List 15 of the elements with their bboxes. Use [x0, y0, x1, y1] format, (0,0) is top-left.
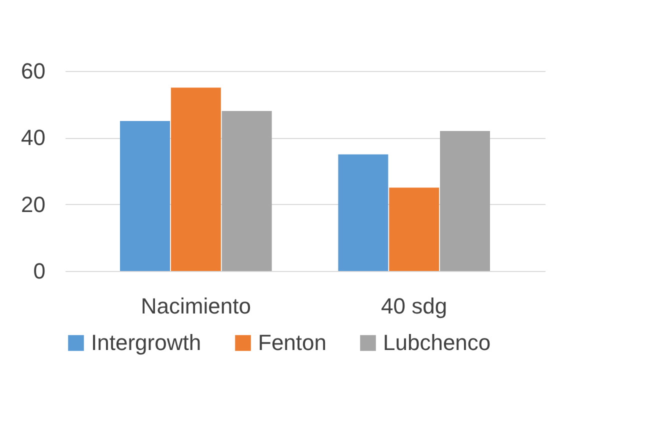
bar	[338, 154, 388, 271]
x-tick-label: Nacimiento	[140, 294, 251, 318]
bar	[170, 88, 221, 271]
y-tick-label: 20	[21, 192, 46, 217]
bar	[120, 121, 170, 271]
y-tick-label: 0	[33, 258, 46, 284]
bar	[222, 111, 272, 271]
x-tick-label: 40 sdg	[381, 294, 448, 318]
legend-label: Intergrowth	[91, 330, 202, 355]
legend-label: Fenton	[258, 330, 326, 355]
legend-label: Lubchenco	[383, 330, 491, 355]
y-tick-label: 40	[21, 125, 46, 150]
bar	[389, 188, 440, 271]
y-tick-label: 60	[21, 58, 46, 84]
bar	[440, 131, 490, 271]
